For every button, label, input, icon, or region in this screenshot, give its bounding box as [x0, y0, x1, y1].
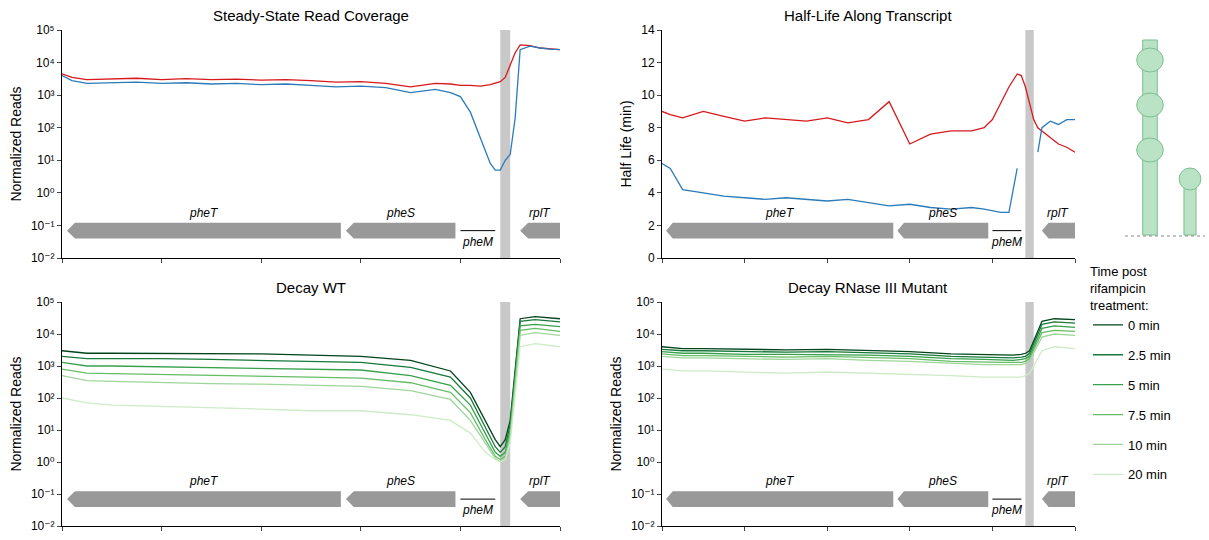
svg-text:Half Life (min): Half Life (min)	[618, 100, 634, 187]
svg-text:10⁴: 10⁴	[36, 56, 55, 70]
svg-text:4: 4	[648, 186, 655, 200]
svg-text:12: 12	[641, 56, 655, 70]
svg-text:Normalized Reads: Normalized Reads	[8, 86, 24, 201]
svg-text:pheS: pheS	[928, 474, 957, 488]
svg-text:Half-Life Along Transcript: Half-Life Along Transcript	[784, 7, 952, 24]
svg-text:20 min: 20 min	[1128, 467, 1167, 482]
svg-text:pheS: pheS	[386, 474, 415, 488]
svg-text:pheT: pheT	[189, 206, 219, 220]
svg-text:pheT: pheT	[765, 206, 795, 220]
svg-text:10⁴: 10⁴	[636, 327, 655, 341]
svg-text:10⁻¹: 10⁻¹	[31, 487, 55, 501]
svg-text:0 min: 0 min	[1128, 318, 1160, 333]
svg-text:10²: 10²	[637, 391, 654, 405]
svg-text:2.5 min: 2.5 min	[1128, 348, 1171, 363]
svg-text:10³: 10³	[37, 88, 54, 102]
svg-text:0: 0	[648, 251, 655, 265]
svg-text:rplT: rplT	[1047, 206, 1069, 220]
svg-text:7.5 min: 7.5 min	[1128, 408, 1171, 423]
svg-text:10⁰: 10⁰	[36, 186, 54, 200]
svg-text:10²: 10²	[37, 391, 54, 405]
svg-text:pheS: pheS	[386, 206, 415, 220]
svg-text:10⁵: 10⁵	[36, 23, 54, 37]
svg-text:2: 2	[648, 219, 655, 233]
svg-text:5 min: 5 min	[1128, 378, 1160, 393]
svg-text:14: 14	[641, 23, 655, 37]
svg-text:Normalized Reads: Normalized Reads	[608, 356, 624, 471]
svg-text:rplT: rplT	[529, 474, 551, 488]
svg-text:10¹: 10¹	[37, 423, 54, 437]
svg-text:10⁻¹: 10⁻¹	[31, 219, 55, 233]
svg-text:rplT: rplT	[529, 206, 551, 220]
svg-text:10⁰: 10⁰	[36, 455, 54, 469]
svg-text:10²: 10²	[37, 121, 54, 135]
svg-text:pheM: pheM	[991, 235, 1022, 249]
svg-text:Steady-State Read Coverage: Steady-State Read Coverage	[213, 7, 409, 24]
svg-text:pheM: pheM	[462, 503, 493, 517]
svg-text:10⁻²: 10⁻²	[631, 519, 655, 533]
svg-text:10⁻²: 10⁻²	[31, 519, 55, 533]
svg-text:6: 6	[648, 153, 655, 167]
svg-text:Decay RNase III Mutant: Decay RNase III Mutant	[788, 279, 948, 296]
svg-text:Time postrifampicintreatment:: Time postrifampicintreatment:	[1090, 264, 1149, 313]
svg-text:pheM: pheM	[462, 235, 493, 249]
svg-text:pheM: pheM	[991, 503, 1022, 517]
svg-text:10⁵: 10⁵	[36, 295, 54, 309]
svg-text:Normalized Reads: Normalized Reads	[8, 356, 24, 471]
svg-text:10⁻²: 10⁻²	[31, 251, 55, 265]
svg-text:rplT: rplT	[1047, 474, 1069, 488]
svg-text:8: 8	[648, 121, 655, 135]
svg-text:10⁵: 10⁵	[636, 295, 654, 309]
svg-text:Decay WT: Decay WT	[276, 279, 346, 296]
svg-text:10³: 10³	[637, 359, 654, 373]
svg-text:10³: 10³	[37, 359, 54, 373]
svg-text:10¹: 10¹	[37, 153, 54, 167]
svg-text:pheS: pheS	[928, 206, 957, 220]
svg-text:pheT: pheT	[189, 474, 219, 488]
svg-text:10¹: 10¹	[637, 423, 654, 437]
svg-text:10: 10	[641, 88, 655, 102]
svg-text:10⁻¹: 10⁻¹	[631, 487, 655, 501]
svg-text:10⁴: 10⁴	[36, 327, 55, 341]
svg-text:10 min: 10 min	[1128, 438, 1167, 453]
svg-text:10⁰: 10⁰	[636, 455, 654, 469]
svg-text:pheT: pheT	[765, 474, 795, 488]
